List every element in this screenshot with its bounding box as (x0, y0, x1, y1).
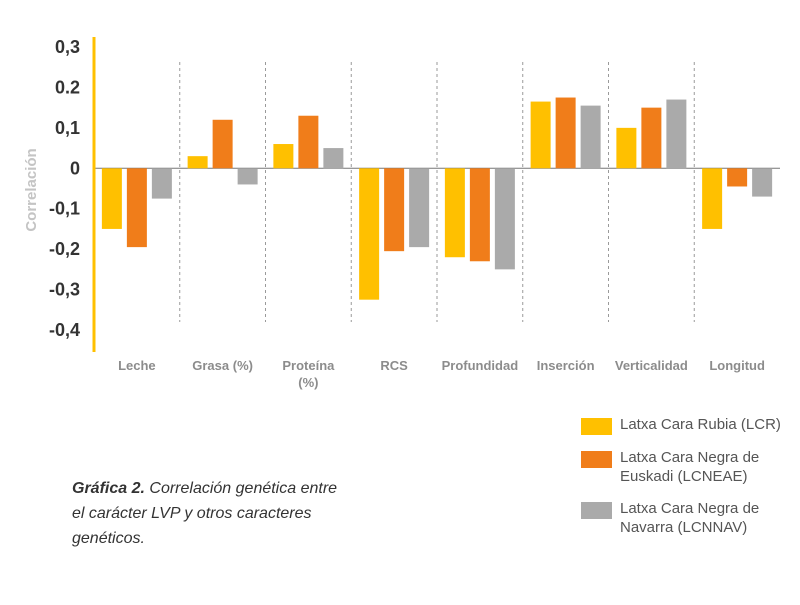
y-axis-title: Correlación (23, 148, 40, 231)
bar-chart: 0,3 0.2 0,1 0 -0,1 -0,2 -0,3 -0,4 Correlación Lec… (23, 37, 780, 390)
bar (666, 99, 687, 169)
bar (752, 168, 773, 197)
legend-item-lcnnav: Latxa Cara Negra de Navarra (LCNNAV) (581, 499, 791, 537)
bar (323, 148, 344, 169)
legend-label-line: Latxa Cara Negra de (620, 449, 760, 466)
legend-swatch-lcnnav (581, 502, 612, 519)
bar (641, 107, 662, 169)
bar (616, 127, 637, 169)
legend-label-lcr: Latxa Cara Rubia (LCR) (620, 415, 781, 434)
bar (469, 168, 490, 262)
bar (555, 97, 576, 169)
category-label: (%) (298, 375, 318, 390)
bar (101, 168, 122, 229)
caption-text: Correlación genética entre el carácter L… (72, 480, 338, 547)
bar (212, 119, 233, 169)
bar (580, 105, 601, 169)
legend-label-line: Navarra (LCNNAV) (620, 519, 748, 536)
legend-label-line: Latxa Cara Negra de (620, 500, 760, 517)
category-label: Verticalidad (615, 358, 688, 373)
bar (273, 144, 294, 169)
legend-label-lcnnav: Latxa Cara Negra de Navarra (LCNNAV) (620, 499, 759, 537)
bar (444, 168, 465, 258)
caption-label: Gráfica 2. (72, 480, 145, 497)
legend-swatch-lcr (581, 418, 612, 435)
y-tick-label: -0,2 (49, 239, 80, 259)
y-tick-label: 0.2 (55, 77, 80, 97)
category-label: Longitud (709, 358, 765, 373)
legend-swatch-lcneae (581, 451, 612, 468)
category-label: Grasa (%) (192, 358, 253, 373)
bar (298, 115, 319, 169)
category-label: Leche (118, 358, 156, 373)
bar (530, 101, 551, 169)
category-label: Proteína (282, 358, 335, 373)
bar (384, 168, 405, 252)
bar (187, 156, 208, 169)
y-tick-label: -0,3 (49, 280, 80, 300)
category-label: RCS (380, 358, 408, 373)
bar (702, 168, 723, 229)
legend-item-lcneae: Latxa Cara Negra de Euskadi (LCNEAE) (581, 448, 791, 486)
y-tick-label: 0,1 (55, 118, 80, 138)
legend-label-lcneae: Latxa Cara Negra de Euskadi (LCNEAE) (620, 448, 759, 486)
legend-item-lcr: Latxa Cara Rubia (LCR) (581, 415, 791, 435)
bar (151, 168, 172, 199)
y-tick-label: 0 (70, 158, 80, 178)
category-label: Profundidad (442, 358, 519, 373)
y-tick-label: -0,1 (49, 199, 80, 219)
legend-label-line: Euskadi (LCNEAE) (620, 468, 748, 485)
bar (727, 168, 748, 187)
y-tick-label: -0,4 (49, 320, 80, 340)
bar (237, 168, 258, 185)
category-label: Inserción (537, 358, 595, 373)
bar (409, 168, 430, 248)
y-tick-label: 0,3 (55, 37, 80, 57)
legend-label-line: Latxa Cara Rubia (LCR) (620, 416, 781, 433)
figure-caption: Gráfica 2. Correlación genética entre el… (72, 476, 342, 551)
bar (494, 168, 515, 270)
bar (126, 168, 147, 248)
bar (359, 168, 380, 300)
legend: Latxa Cara Rubia (LCR) Latxa Cara Negra … (581, 415, 791, 550)
